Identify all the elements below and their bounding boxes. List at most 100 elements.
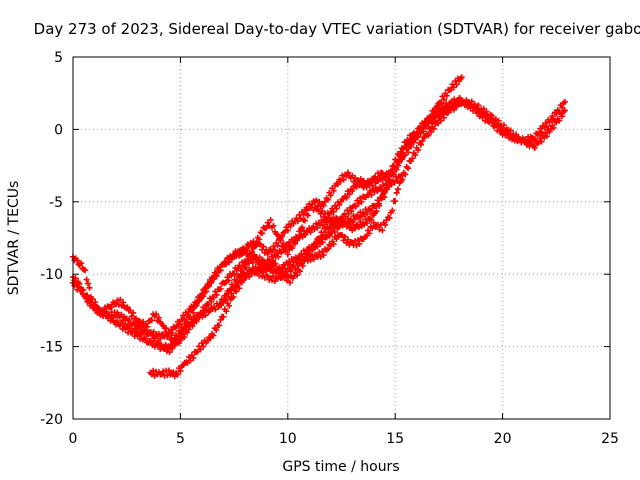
data-point (379, 227, 386, 234)
data-point (371, 188, 378, 195)
data-point (425, 132, 432, 139)
data-point (153, 311, 160, 318)
data-point (78, 286, 85, 293)
data-point (407, 143, 414, 150)
data-point (561, 107, 568, 114)
data-point (283, 224, 290, 231)
data-point (223, 308, 230, 315)
y-tick-label: -15 (40, 340, 63, 356)
data-point (284, 227, 291, 234)
data-point (130, 309, 137, 316)
data-point (294, 235, 301, 242)
data-point (417, 141, 424, 148)
data-point (92, 299, 99, 306)
data-point (330, 187, 337, 194)
data-point (124, 304, 131, 311)
data-point (72, 280, 79, 287)
data-point (277, 237, 284, 244)
x-tick-label: 15 (386, 431, 404, 447)
data-point (187, 357, 194, 364)
data-point (217, 316, 224, 323)
data-point (155, 337, 162, 344)
data-point (163, 325, 170, 332)
data-point (366, 181, 373, 188)
data-point (483, 108, 490, 115)
data-point (438, 117, 445, 124)
data-point (358, 198, 365, 205)
chart-title: Day 273 of 2023, Sidereal Day-to-day VTE… (34, 20, 640, 38)
data-point (173, 338, 180, 345)
data-point (330, 208, 337, 215)
data-point (326, 233, 333, 240)
data-point (342, 233, 349, 240)
data-point (456, 100, 463, 107)
data-point (205, 301, 212, 308)
y-axis-label: SDTVAR / TECUs (6, 181, 22, 296)
data-point (108, 304, 115, 311)
data-point (216, 267, 223, 274)
data-point (302, 231, 309, 238)
data-point (213, 326, 220, 333)
x-tick-label: 25 (601, 431, 619, 447)
data-point (192, 317, 199, 324)
data-point (110, 313, 117, 320)
data-point (169, 343, 176, 350)
data-point (296, 268, 303, 275)
data-point (542, 120, 549, 127)
data-point (312, 241, 319, 248)
data-point (274, 242, 281, 249)
data-point (382, 221, 389, 228)
data-point (430, 125, 437, 132)
data-point (319, 221, 326, 228)
data-point (384, 184, 391, 191)
data-point (208, 298, 215, 305)
data-point (150, 367, 157, 374)
data-point (85, 280, 92, 287)
data-point (220, 313, 227, 320)
data-point (225, 277, 232, 284)
data-point (274, 231, 281, 238)
data-point (220, 299, 227, 306)
data-point (332, 222, 339, 229)
y-tick-label: 5 (54, 50, 63, 66)
data-point (216, 322, 223, 329)
data-point (213, 271, 220, 278)
data-point (259, 230, 266, 237)
data-point (83, 276, 90, 283)
data-point (272, 260, 279, 267)
data-point (115, 301, 122, 308)
data-point (307, 229, 314, 236)
data-point (450, 106, 457, 113)
data-point (217, 302, 224, 309)
data-point (160, 368, 167, 375)
data-point (213, 291, 220, 298)
data-point (144, 323, 151, 330)
data-point (72, 275, 79, 282)
data-point (440, 114, 447, 121)
data-point (224, 274, 231, 281)
y-tick-label: -5 (49, 195, 63, 211)
data-point (399, 155, 406, 162)
data-point (210, 276, 217, 283)
data-point (363, 184, 370, 191)
data-point (223, 292, 230, 299)
data-point (181, 315, 188, 322)
data-point (344, 169, 351, 176)
data-point (345, 219, 352, 226)
data-point (197, 296, 204, 303)
data-point (376, 202, 383, 209)
data-point (264, 264, 271, 271)
data-point (275, 253, 282, 260)
data-point (368, 207, 375, 214)
data-marks (70, 74, 568, 380)
data-point (190, 354, 197, 361)
data-point (456, 94, 463, 101)
data-point (141, 324, 148, 331)
data-point (117, 296, 124, 303)
data-point (163, 348, 170, 355)
data-point (368, 191, 375, 198)
data-point (258, 267, 265, 274)
data-point (349, 187, 356, 194)
data-point (379, 169, 386, 176)
data-point (158, 341, 165, 348)
